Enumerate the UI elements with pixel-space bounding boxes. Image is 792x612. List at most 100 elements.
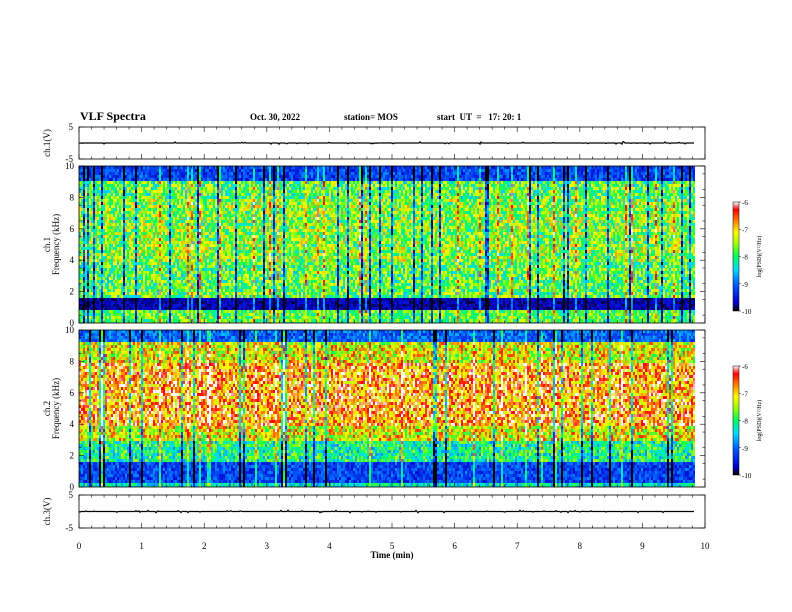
spectrogram-cell — [103, 280, 105, 283]
spectrogram-cell — [155, 316, 157, 319]
spectrogram-cell — [217, 274, 219, 277]
spectrogram-cell — [143, 256, 145, 259]
spectrogram-cell — [151, 301, 153, 304]
spectrogram-cell — [133, 274, 135, 277]
spectrogram-cell — [175, 172, 177, 175]
spectrogram-cell — [93, 256, 95, 259]
spectrogram-cell — [237, 310, 239, 313]
spectrogram-cell — [189, 208, 191, 211]
spectrogram-cell — [115, 268, 117, 271]
spectrogram-cell — [169, 241, 171, 244]
spectrogram-cell — [93, 214, 95, 217]
spectrogram-cell — [123, 292, 125, 295]
spectrogram-cell — [95, 175, 97, 178]
spectrogram-cell — [247, 229, 249, 232]
spectrogram-cell — [125, 205, 127, 208]
spectrogram-cell — [95, 235, 97, 238]
spectrogram-cell — [85, 223, 87, 226]
spectrogram-cell — [239, 223, 241, 226]
spectrogram-cell — [125, 229, 127, 232]
spectrogram-cell — [155, 274, 157, 277]
spectrogram-cell — [199, 250, 201, 253]
spectrogram-cell — [79, 172, 81, 175]
spectrogram-cell — [253, 316, 255, 319]
spectrogram-cell — [149, 202, 151, 205]
spectrogram-cell — [259, 319, 261, 322]
spectrogram-cell — [151, 196, 153, 199]
spectrogram-cell — [151, 226, 153, 229]
spectrogram-cell — [111, 286, 113, 289]
spectrogram-cell — [93, 187, 95, 190]
spectrogram-cell — [125, 295, 127, 298]
spectrogram-cell — [139, 307, 141, 310]
spectrogram-cell — [131, 286, 133, 289]
spectrogram-cell — [163, 187, 165, 190]
spectrogram-cell — [133, 310, 135, 313]
spectrogram-cell — [101, 283, 103, 286]
spectrogram-cell — [87, 247, 89, 250]
spectrogram-cell — [175, 241, 177, 244]
spectrogram-cell — [85, 307, 87, 310]
spectrogram-cell — [205, 301, 207, 304]
spectrogram-cell — [187, 235, 189, 238]
spectrogram-cell — [247, 241, 249, 244]
spectrogram-cell — [129, 202, 131, 205]
spectrogram-cell — [229, 247, 231, 250]
spectrogram-cell — [195, 232, 197, 235]
spectrogram-cell — [151, 310, 153, 313]
spectrogram-cell — [139, 313, 141, 316]
spectrogram-cell — [171, 235, 173, 238]
spectrogram-cell — [97, 202, 99, 205]
spectrogram-cell — [131, 190, 133, 193]
spectrogram-cell — [89, 220, 91, 223]
spectrogram-cell — [243, 172, 245, 175]
spectrogram-cell — [129, 307, 131, 310]
spectrogram-cell — [141, 166, 143, 169]
spectrogram-cell — [105, 247, 107, 250]
spectrogram-cell — [257, 280, 259, 283]
spectrogram-cell — [195, 283, 197, 286]
spectrogram-cell — [173, 211, 175, 214]
spectrogram-cell — [119, 211, 121, 214]
spectrogram-cell — [131, 256, 133, 259]
spectrogram-cell — [243, 280, 245, 283]
spectrogram-cell — [229, 211, 231, 214]
spectrogram-cell — [93, 181, 95, 184]
spectrogram-cell — [237, 172, 239, 175]
spectrogram-cell — [157, 190, 159, 193]
spectrogram-cell — [85, 268, 87, 271]
spectrogram-cell — [259, 202, 261, 205]
spectrogram-cell — [183, 316, 185, 319]
spectrogram-cell — [197, 253, 199, 256]
spectrogram-cell — [191, 283, 193, 286]
spectrogram-cell — [261, 265, 263, 268]
spectrogram-cell — [247, 238, 249, 241]
spectrogram-cell — [253, 313, 255, 316]
spectrogram-cell — [127, 280, 129, 283]
spectrogram-cell — [211, 256, 213, 259]
spectrogram-cell — [93, 205, 95, 208]
spectrogram-cell — [85, 169, 87, 172]
spectrogram-cell — [123, 175, 125, 178]
spectrogram-cell — [111, 262, 113, 265]
spectrogram-cell — [223, 271, 225, 274]
spectrogram-cell — [197, 196, 199, 199]
spectrogram-cell — [127, 175, 129, 178]
spectrogram-cell — [119, 265, 121, 268]
spectrogram-cell — [125, 193, 127, 196]
spectrogram-cell — [95, 286, 97, 289]
spectrogram-cell — [149, 322, 151, 323]
spectrogram-cell — [199, 244, 201, 247]
spectrogram-cell — [253, 250, 255, 253]
spectrogram-cell — [237, 292, 239, 295]
spectrogram-cell — [227, 238, 229, 241]
spectrogram-cell — [191, 202, 193, 205]
spectrogram-cell — [167, 298, 169, 301]
spectrogram-cell — [85, 220, 87, 223]
spectrogram-cell — [151, 289, 153, 292]
spectrogram-cell — [257, 316, 259, 319]
spectrogram-cell — [201, 289, 203, 292]
spectrogram-cell — [195, 217, 197, 220]
spectrogram-cell — [257, 190, 259, 193]
spectrogram-cell — [147, 283, 149, 286]
